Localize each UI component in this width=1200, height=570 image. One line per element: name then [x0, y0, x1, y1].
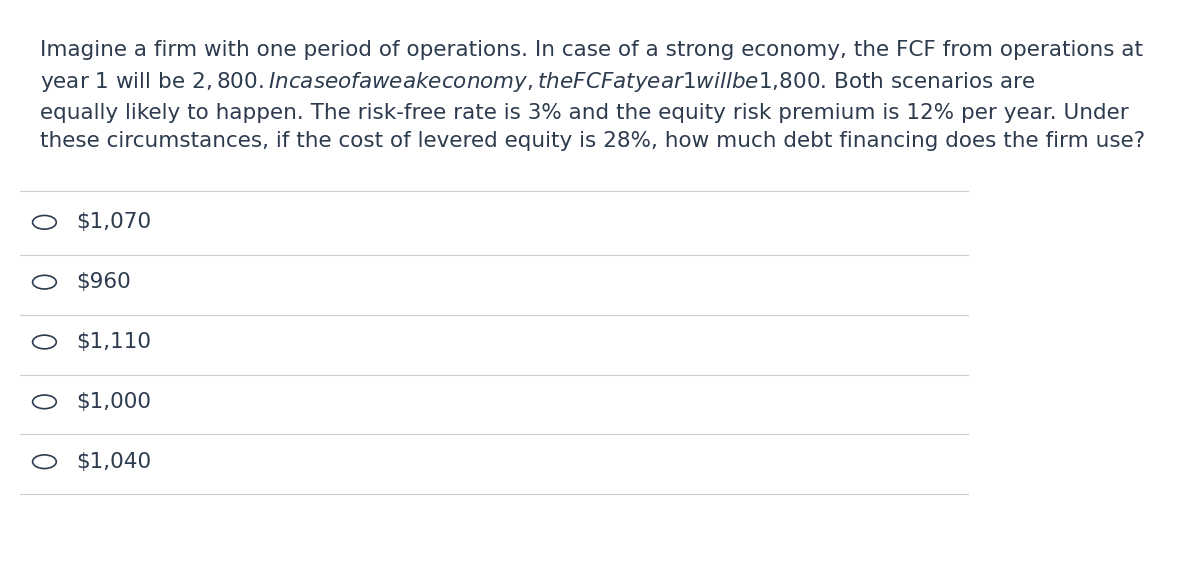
- Text: $1,040: $1,040: [76, 451, 151, 472]
- Text: $960: $960: [76, 272, 131, 292]
- Text: $1,110: $1,110: [76, 332, 151, 352]
- Text: $1,070: $1,070: [76, 212, 151, 233]
- Text: $1,000: $1,000: [76, 392, 151, 412]
- Text: Imagine a firm with one period of operations. In case of a strong economy, the F: Imagine a firm with one period of operat…: [40, 40, 1145, 152]
